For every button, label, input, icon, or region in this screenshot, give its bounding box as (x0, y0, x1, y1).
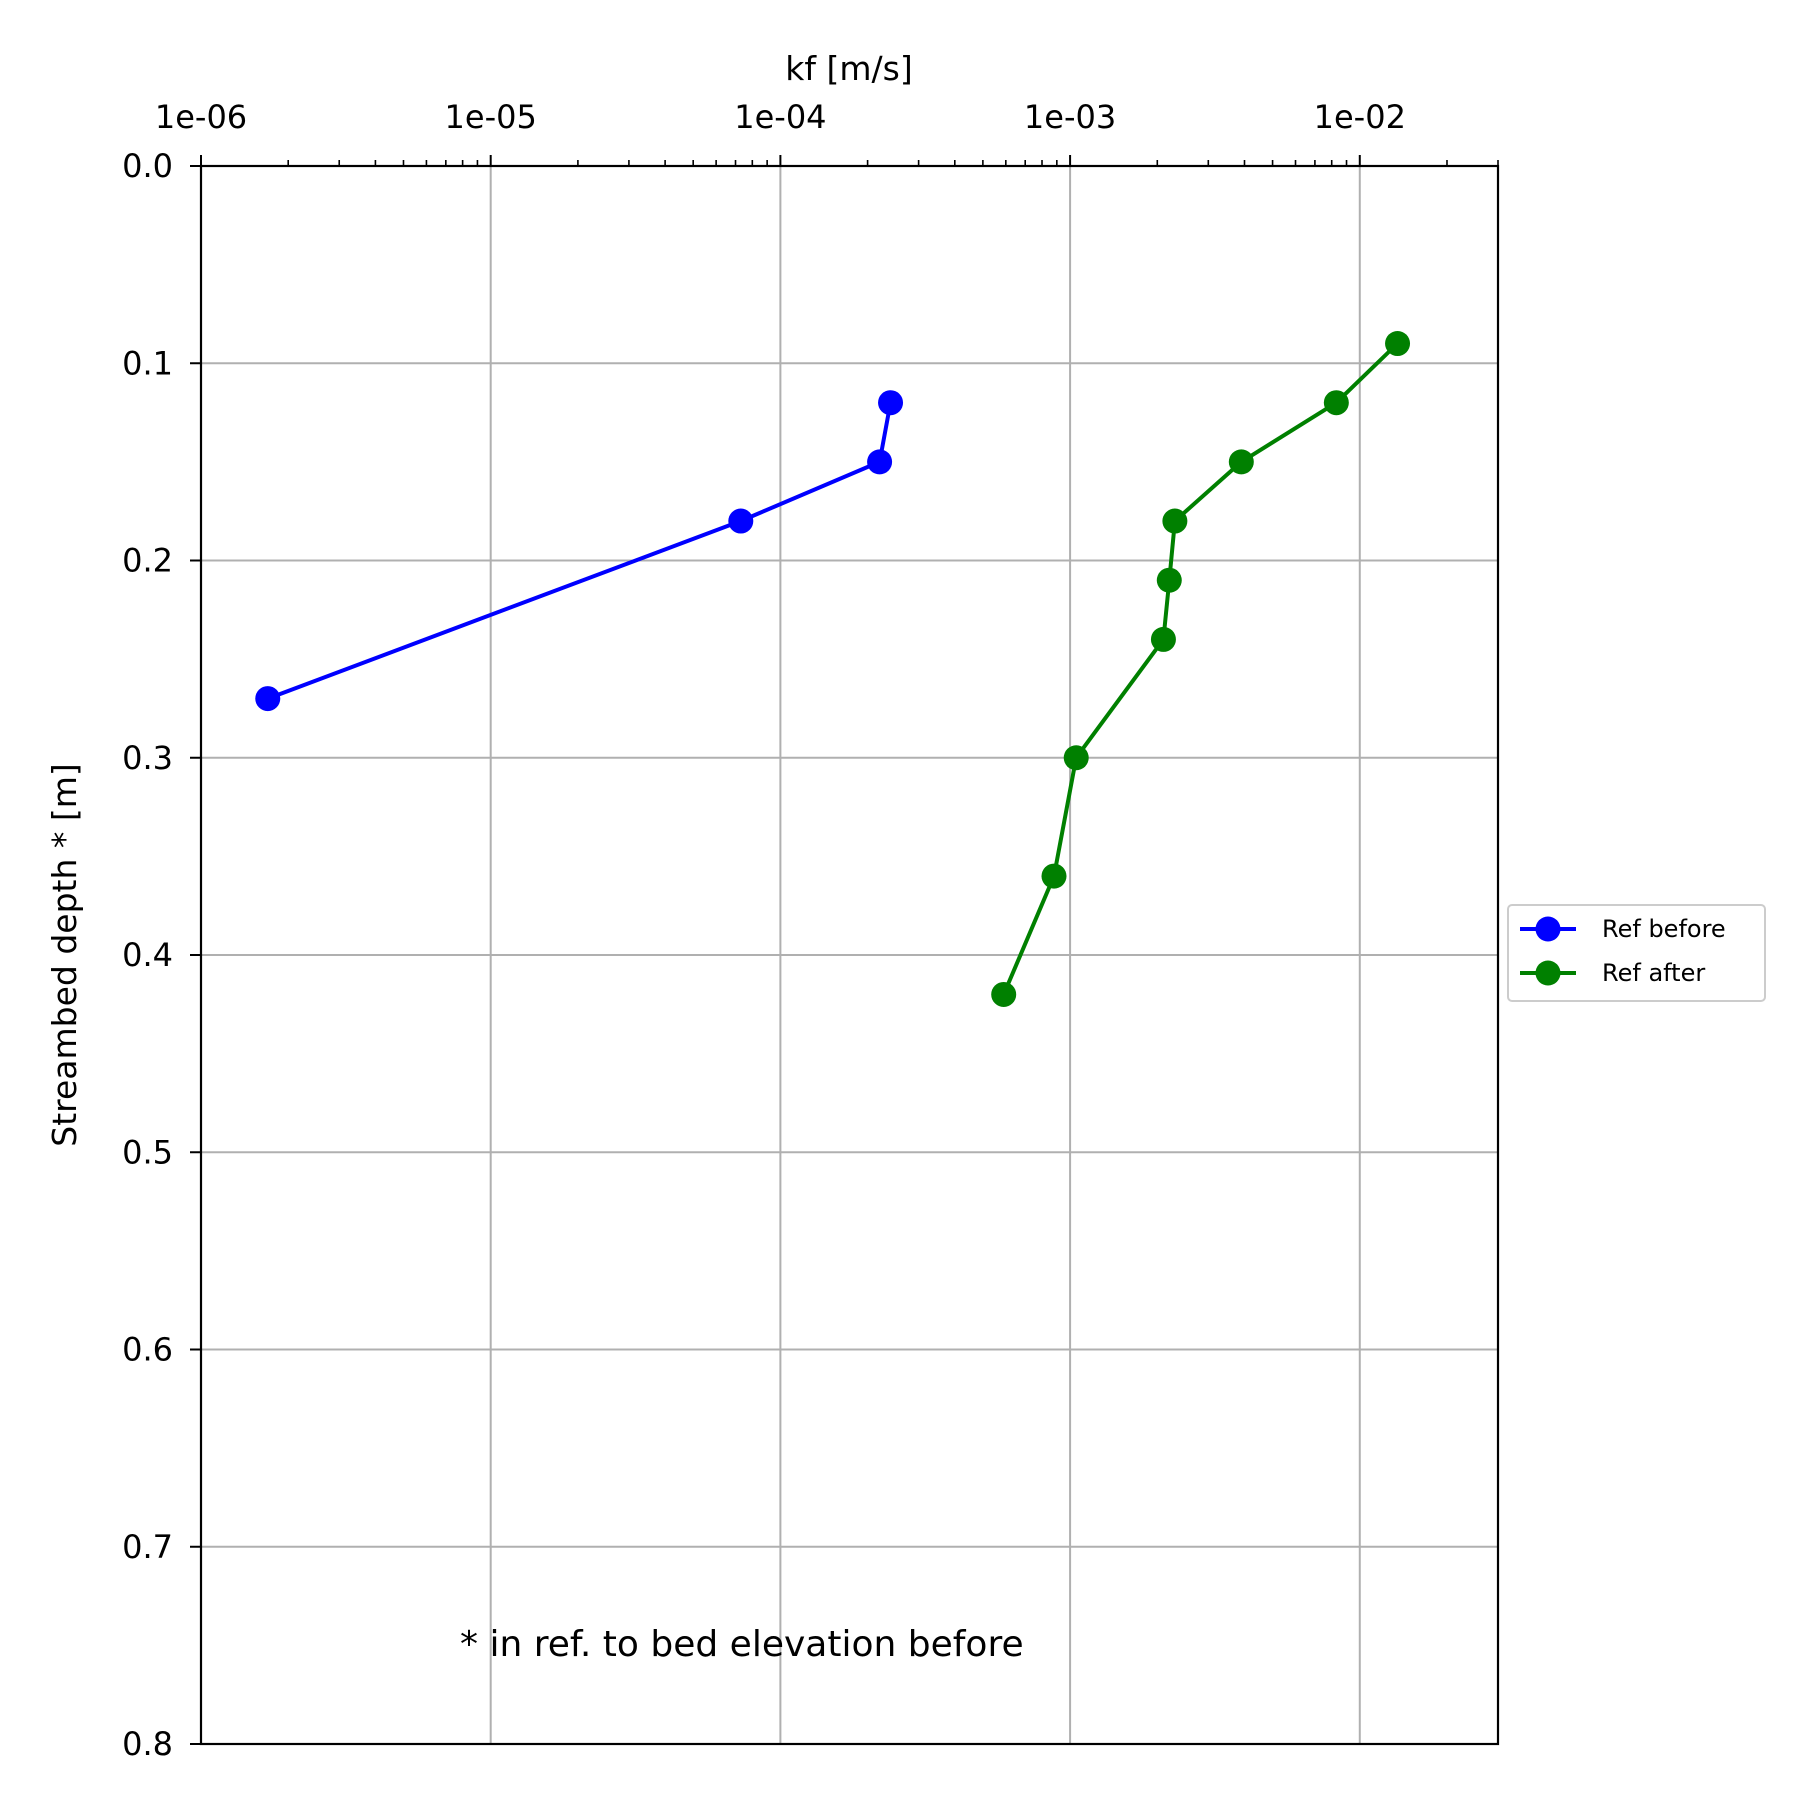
y-tick-label-5: 0.5 (122, 1133, 173, 1171)
legend-marker-0 (1535, 916, 1561, 942)
y-tick-label-0: 0.0 (122, 147, 173, 185)
series-1-point-0 (1385, 331, 1411, 357)
series-1-point-6 (1063, 745, 1089, 771)
grid-layer (200, 165, 1498, 1745)
series-1-point-2 (1228, 449, 1254, 475)
legend-marker-1 (1535, 960, 1561, 986)
y-tick-label-2: 0.2 (122, 542, 173, 580)
x-tick-label-3: 1e-03 (1024, 98, 1116, 136)
series-0-point-2 (728, 508, 754, 534)
legend-label-1: Ref after (1602, 959, 1705, 987)
series-1-point-8 (991, 981, 1017, 1007)
y-tick-label-4: 0.4 (122, 936, 173, 974)
chart-annotation: * in ref. to bed elevation before (460, 1624, 1024, 1665)
series-0-point-0 (878, 390, 904, 416)
series-1-point-7 (1041, 863, 1067, 889)
ticks-layer: 1e-06 1e-05 1e-04 1e-03 1e-02 0.0 0.1 0.2 0.3 0.4… (122, 98, 1499, 1763)
y-tick-label-7: 0.7 (122, 1528, 173, 1566)
series-layer (255, 331, 1411, 1007)
series-line-0 (267, 402, 893, 701)
y-tick-label-6: 0.6 (122, 1331, 173, 1369)
series-1-point-4 (1156, 567, 1182, 593)
y-axis-label: Streambed depth * [m] (45, 763, 84, 1147)
legend: Ref before Ref after (1507, 904, 1766, 1002)
y-tick-label-8: 0.8 (122, 1725, 173, 1763)
legend-label-0: Ref before (1602, 915, 1726, 943)
series-0-point-3 (255, 686, 281, 712)
x-tick-label-1: 1e-05 (445, 98, 537, 136)
x-tick-label-4: 1e-02 (1314, 98, 1406, 136)
series-1-point-5 (1150, 626, 1176, 652)
x-tick-label-0: 1e-06 (155, 98, 247, 136)
x-axis-label: kf [m/s] (785, 49, 912, 88)
y-tick-label-1: 0.1 (122, 344, 173, 382)
series-1-point-1 (1323, 390, 1349, 416)
series-1-point-3 (1162, 508, 1188, 534)
series-0-point-1 (867, 449, 893, 475)
y-tick-label-3: 0.3 (122, 739, 173, 777)
series-line-1 (1001, 342, 1399, 996)
x-tick-label-2: 1e-04 (734, 98, 826, 136)
